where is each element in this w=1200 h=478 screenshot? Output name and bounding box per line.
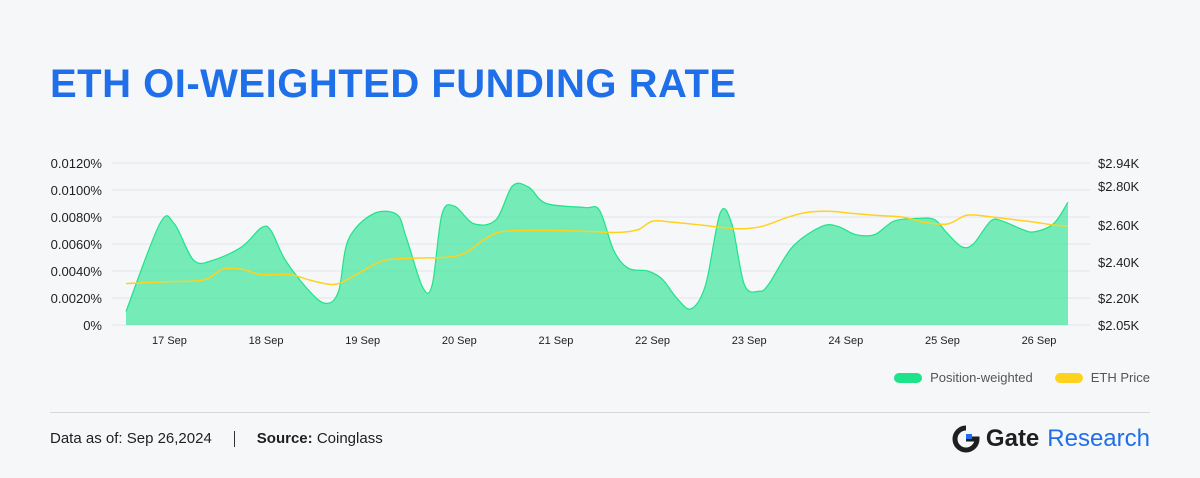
legend-label: ETH Price — [1090, 370, 1150, 385]
x-tick-label: 26 Sep — [1022, 335, 1057, 347]
x-tick-label: 22 Sep — [635, 335, 670, 347]
legend-swatch — [1054, 372, 1083, 383]
gate-logo-icon — [952, 425, 980, 453]
x-tick-label: 18 Sep — [249, 335, 284, 347]
source-label: Source: — [256, 430, 313, 447]
left-tick-label: 0.0040% — [51, 264, 103, 279]
x-axis: 17 Sep 18 Sep 19 Sep 20 Sep 21 Sep 22 Sep 23 S… — [152, 335, 1056, 347]
brand-suffix: Research — [1047, 425, 1150, 452]
right-tick-label: $2.60K — [1098, 218, 1140, 233]
right-tick-label: $2.05K — [1098, 318, 1140, 333]
footer-divider — [50, 412, 1150, 413]
x-tick-label: 25 Sep — [925, 335, 960, 347]
left-tick-label: 0.0100% — [51, 183, 103, 198]
chart-series — [125, 182, 1069, 325]
series-position-weighted-line — [125, 182, 1069, 312]
right-tick-label: $2.80K — [1098, 179, 1140, 194]
left-tick-label: 0.0080% — [51, 210, 103, 225]
series-eth-price-line — [125, 210, 1069, 286]
brand-logo: Gate Research — [952, 425, 1150, 453]
left-tick-label: 0% — [83, 318, 102, 333]
chart-legend: Position-weighted ETH Price — [894, 370, 1150, 385]
left-axis: 0% 0.0020% 0.0040% 0.0060% 0.0080% 0.0100% 0.0… — [51, 156, 103, 333]
right-axis: $2.05K $2.20K $2.40K $2.60K $2.80K $2.94K — [1098, 156, 1140, 333]
legend-item-eth-price: ETH Price — [1054, 370, 1150, 385]
series-position-weighted-area — [126, 183, 1068, 325]
right-tick-label: $2.94K — [1098, 156, 1140, 171]
source-value: Coinglass — [316, 430, 383, 447]
footer-separator — [233, 430, 235, 447]
footer-info: Data as of: Sep 26,2024 Source: Coinglas… — [50, 430, 383, 447]
x-tick-label: 23 Sep — [732, 335, 767, 347]
left-tick-label: 0.0020% — [51, 291, 103, 306]
legend-swatch — [894, 372, 923, 383]
left-tick-label: 0.0120% — [51, 156, 103, 171]
right-tick-label: $2.20K — [1098, 291, 1140, 306]
x-tick-label: 21 Sep — [539, 335, 574, 347]
x-tick-label: 20 Sep — [442, 335, 477, 347]
data-as-of-value: Sep 26,2024 — [126, 430, 212, 447]
page-title: ETH OI-WEIGHTED FUNDING RATE — [50, 62, 737, 106]
data-as-of-label: Data as of: — [50, 430, 123, 447]
left-tick-label: 0.0060% — [51, 237, 103, 252]
legend-label: Position-weighted — [930, 370, 1033, 385]
x-tick-label: 24 Sep — [828, 335, 863, 347]
right-tick-label: $2.40K — [1098, 255, 1140, 270]
legend-item-position-weighted: Position-weighted — [894, 370, 1033, 385]
x-tick-label: 19 Sep — [345, 335, 380, 347]
x-tick-label: 17 Sep — [152, 335, 187, 347]
brand-name: Gate — [985, 425, 1040, 452]
